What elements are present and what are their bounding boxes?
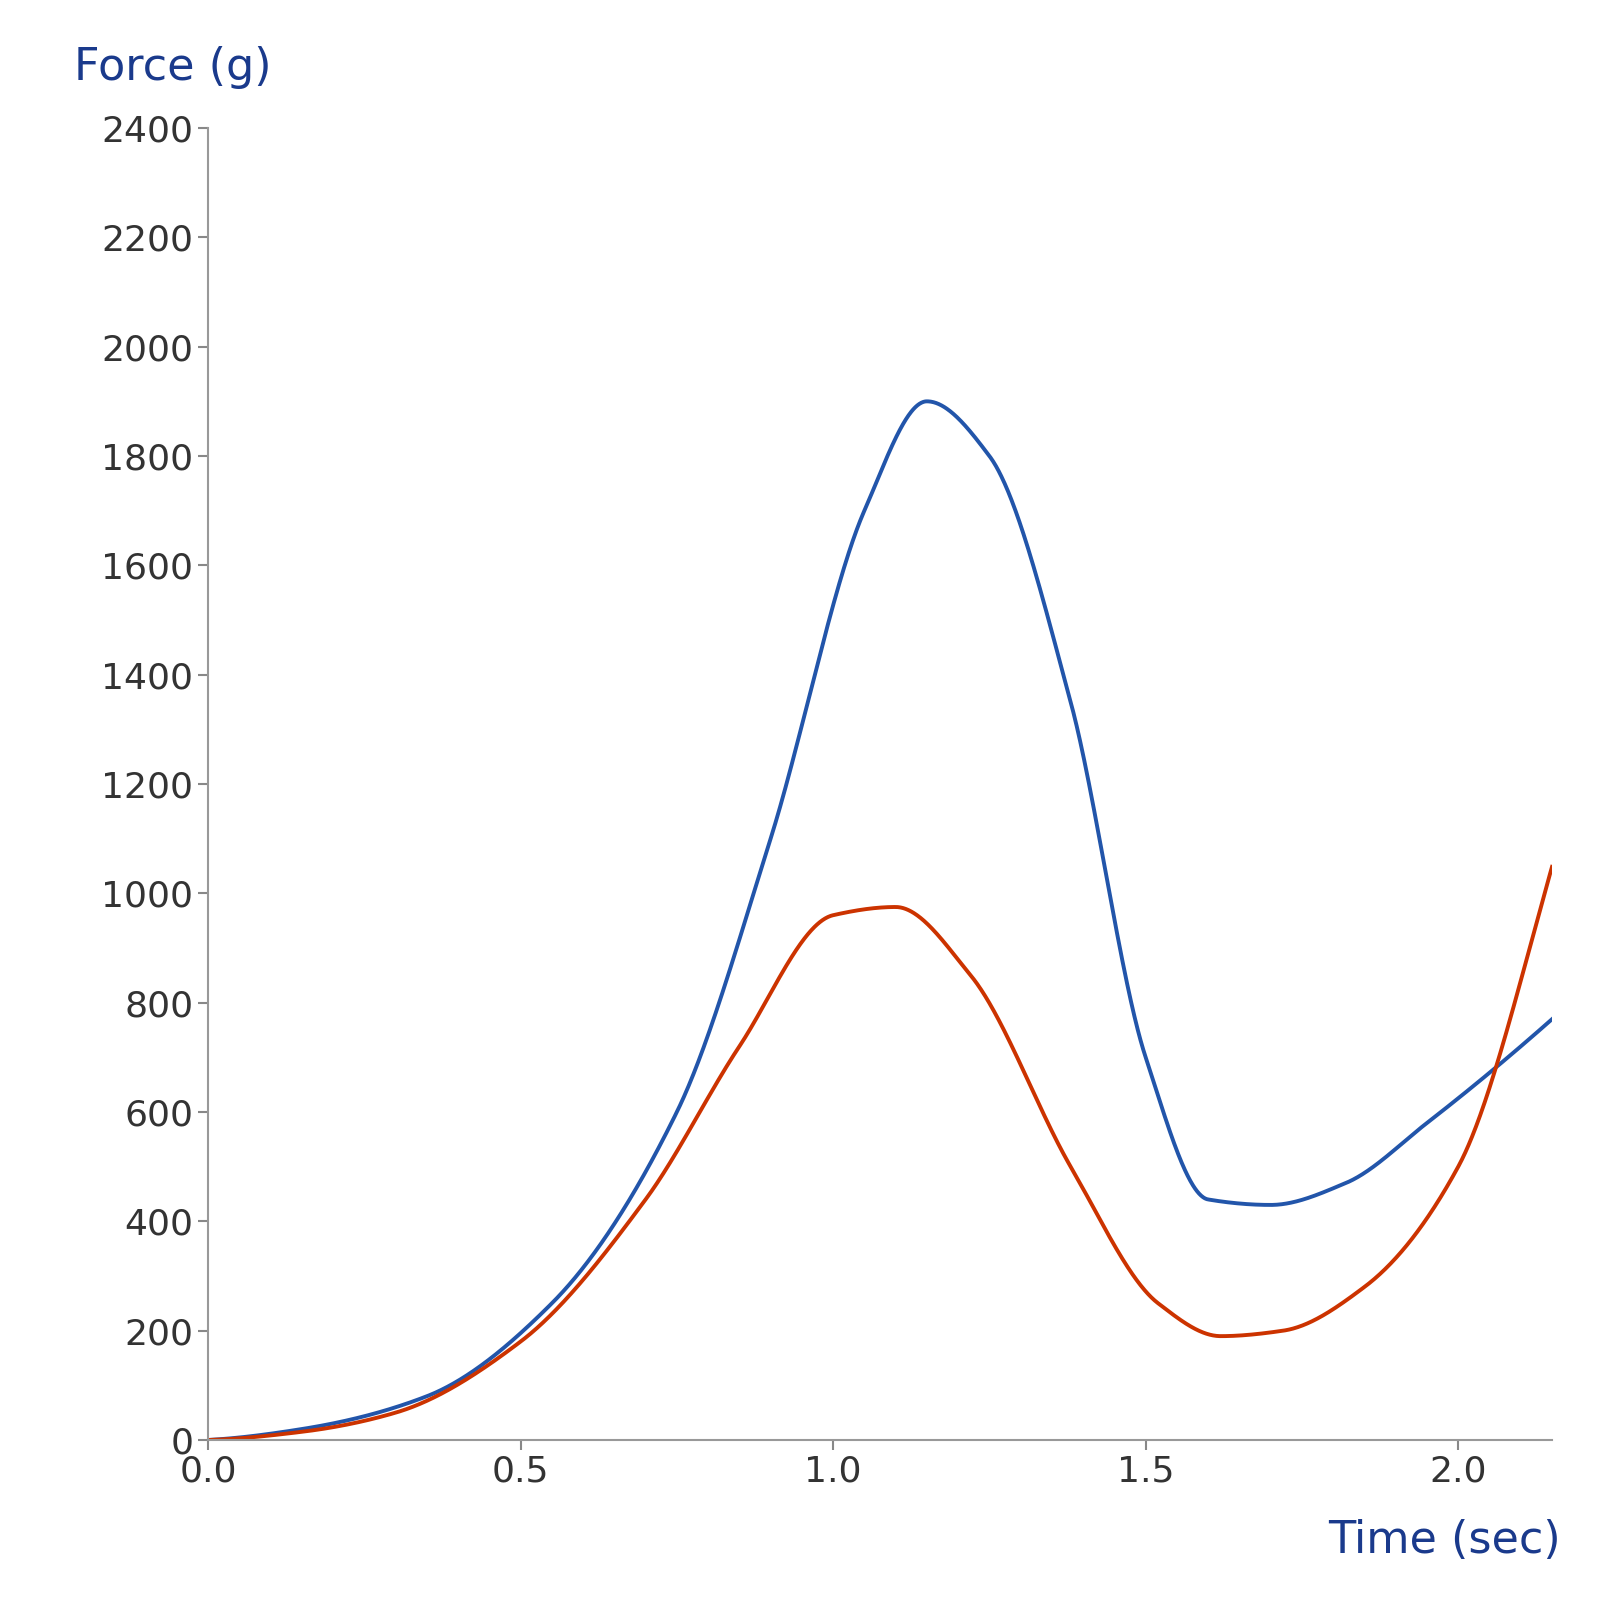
X-axis label: Time (sec): Time (sec) <box>1328 1518 1560 1562</box>
Text: Force (g): Force (g) <box>74 46 270 88</box>
